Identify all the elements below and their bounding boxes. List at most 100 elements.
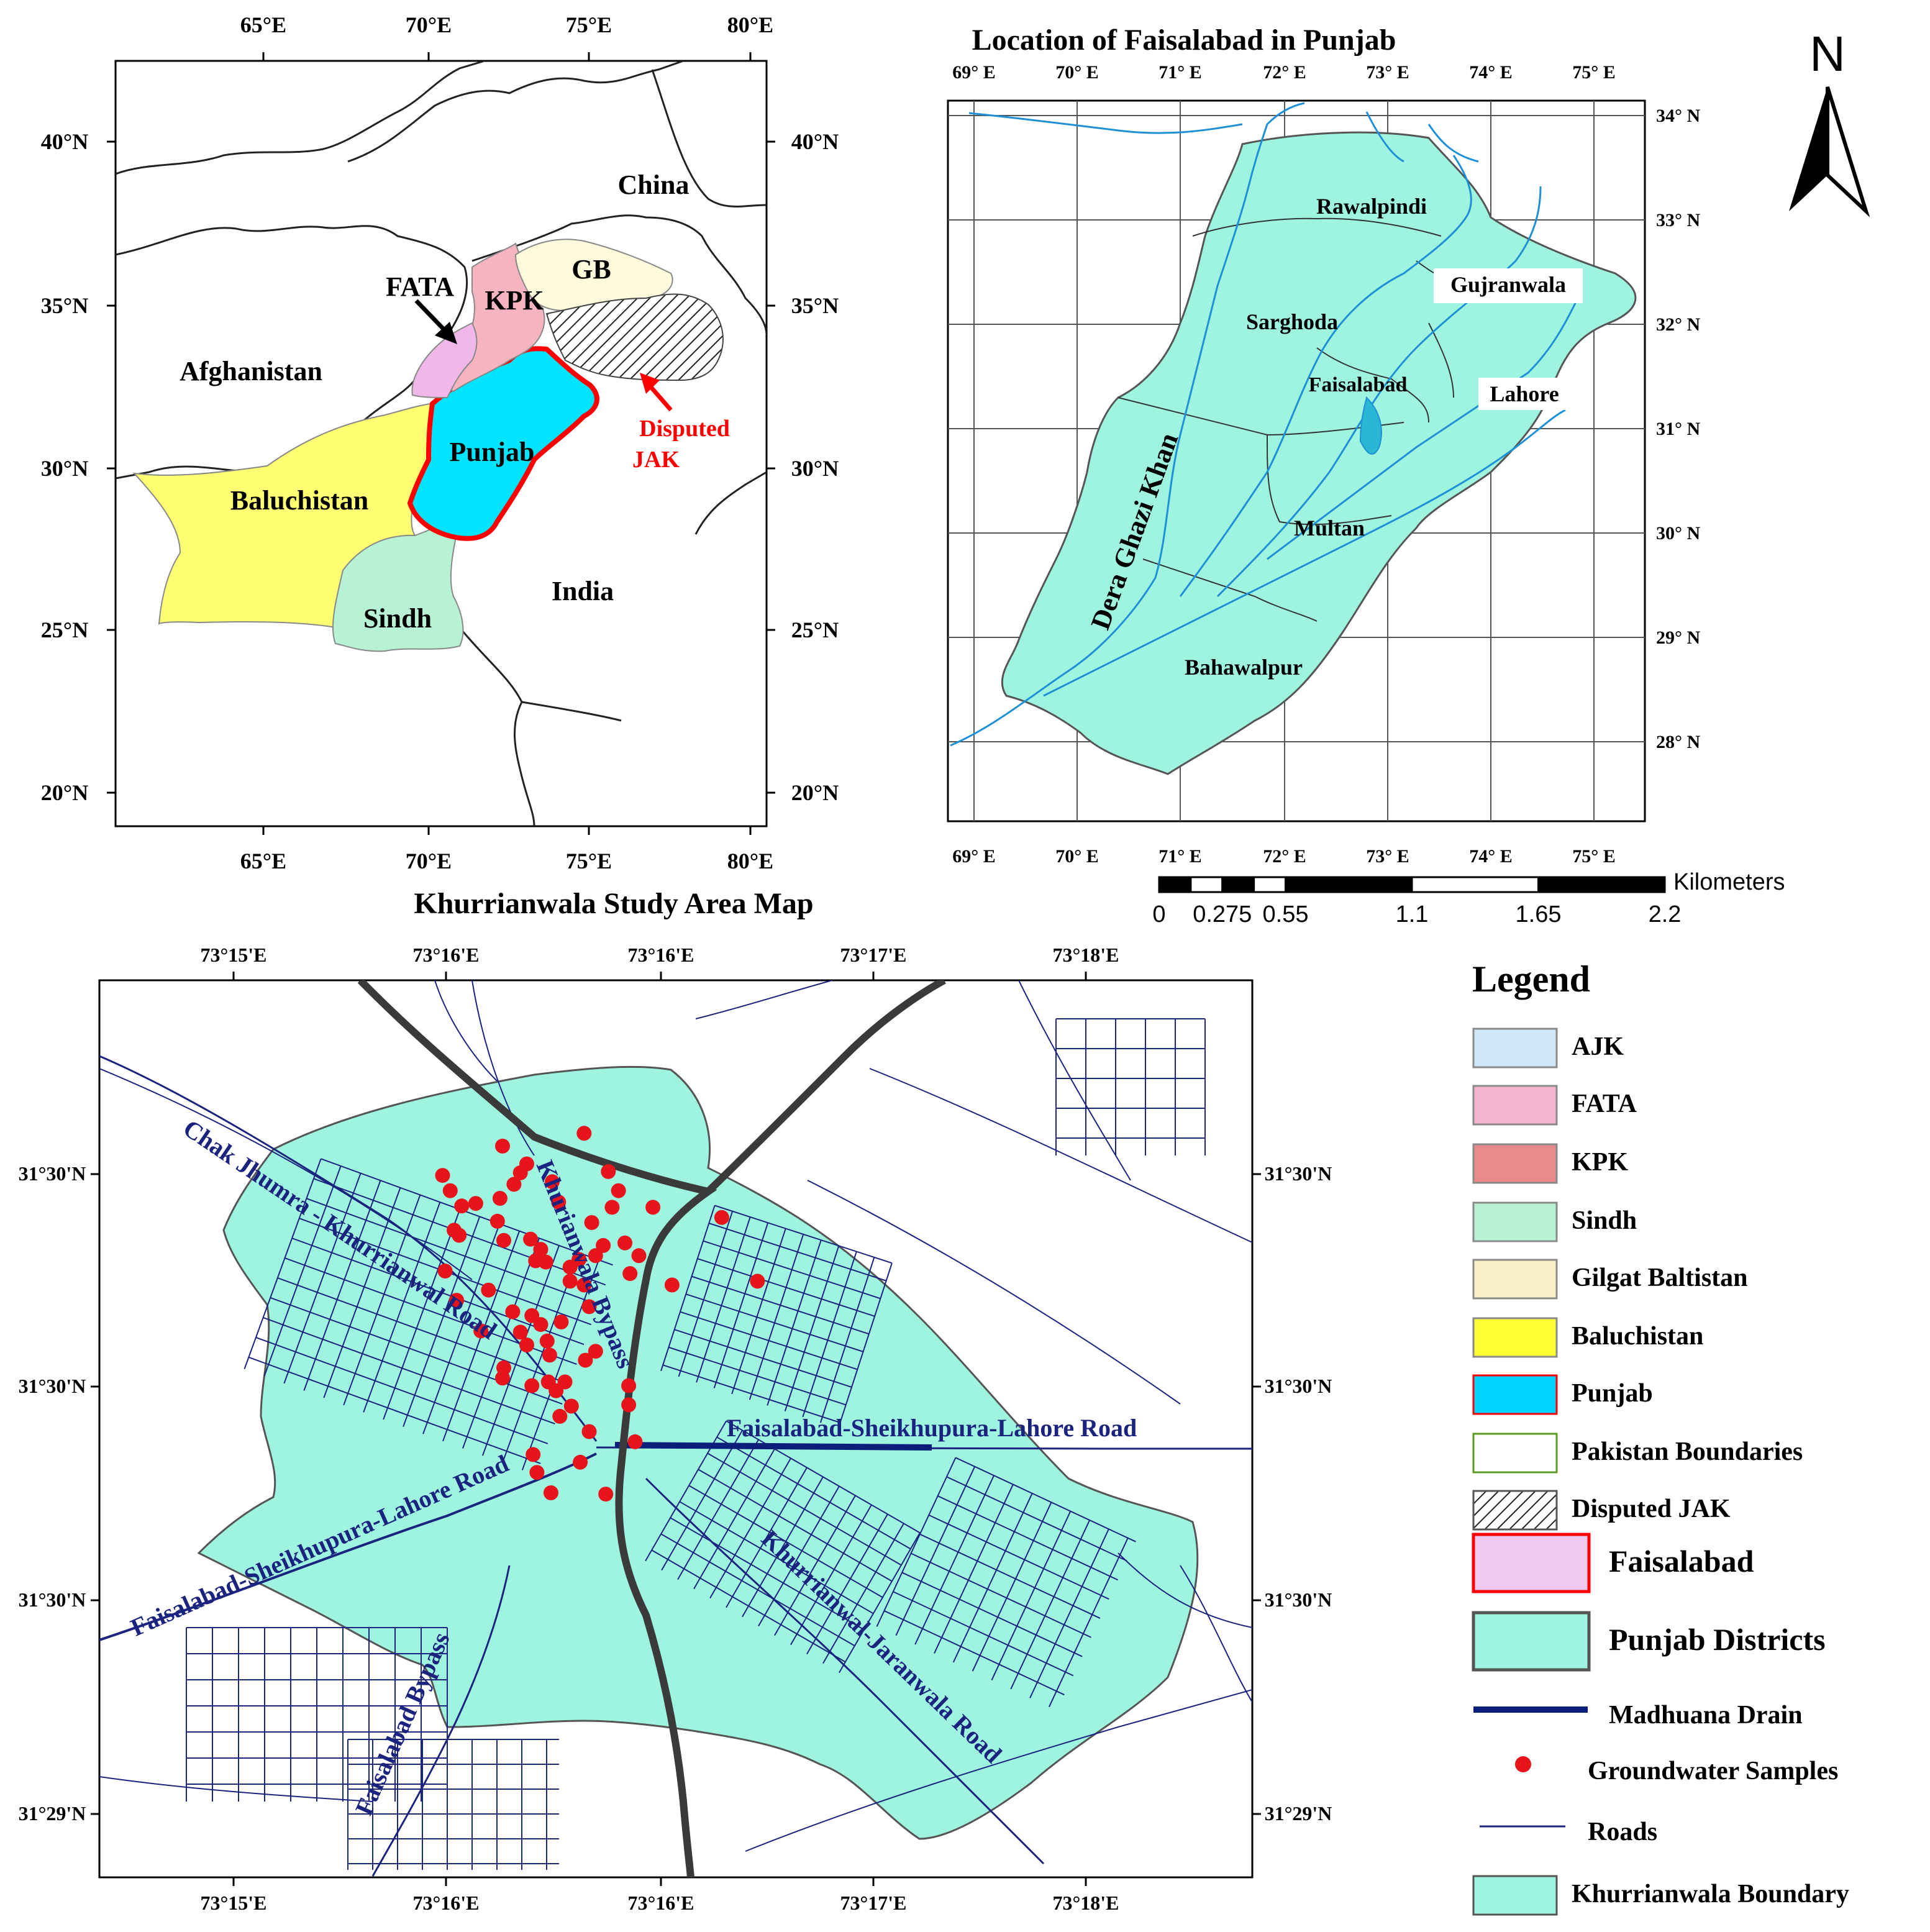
street [901, 1572, 1083, 1657]
road-faisalabad-sheikhupura-lahore-west [99, 1452, 597, 1641]
legend-swatch [1472, 1085, 1558, 1126]
street [263, 1317, 555, 1424]
right-tick-label: 33° N [1656, 210, 1700, 230]
groundwater-sample-point [492, 1191, 508, 1206]
groundwater-sample-point [538, 1254, 553, 1270]
groundwater-sample-point [714, 1210, 729, 1225]
groundwater-sample-point [576, 1277, 592, 1293]
groundwater-sample-point [526, 1447, 541, 1462]
study-area-map-title: Khurrianwala Study Area Map [414, 887, 813, 920]
street [481, 1245, 560, 1456]
river-chenab [1216, 186, 1542, 598]
street [343, 1195, 421, 1406]
groundwater-sample-point [621, 1397, 637, 1413]
scale-bar-unit: Kilometers [1673, 869, 1785, 895]
groundwater-sample-point [533, 1242, 549, 1257]
street [363, 1201, 441, 1413]
road [869, 1068, 1252, 1243]
khurianwala-bypass-north-east [705, 980, 946, 1195]
label-gb: GB [571, 254, 611, 285]
groundwater-sample-point [562, 1274, 578, 1289]
punjab-map: Location of Faisalabad in Punjab 69° E 70… [947, 24, 1700, 867]
scale-bar-label: 0.55 [1263, 901, 1309, 927]
street [784, 1246, 840, 1411]
river-northern [968, 111, 1479, 163]
china-outline [347, 61, 767, 336]
punjab-region [407, 346, 599, 541]
lahore-label-box [1478, 378, 1572, 410]
street [802, 1251, 857, 1418]
road [471, 980, 535, 1156]
scale-bar-label: 2.2 [1649, 901, 1682, 927]
legend-item: Groundwater Samples [1515, 1756, 1838, 1785]
street [919, 1533, 1101, 1619]
legend-swatch [1472, 1374, 1558, 1415]
legend-item: Sindh [1472, 1201, 1637, 1242]
street [270, 1297, 563, 1405]
top-tick-label: 73°18'E [1052, 944, 1119, 966]
north-arrow: N [1789, 26, 1870, 217]
top-tick-label: 75°E [566, 12, 612, 37]
fata-region [411, 322, 478, 399]
legend-swatch [1472, 1259, 1558, 1300]
groundwater-sample-point [617, 1235, 632, 1251]
groundwater-sample-point [489, 1213, 505, 1229]
groundwater-sample-point [495, 1138, 510, 1154]
groundwater-sample-point [545, 1174, 560, 1190]
groundwater-sample-point [631, 1248, 647, 1264]
legend-item-label: Groundwater Samples [1588, 1757, 1838, 1785]
street [709, 1223, 886, 1282]
groundwater-sample-point [611, 1183, 626, 1198]
legend-item: KPK [1472, 1143, 1628, 1184]
groundwater-sample-point [581, 1424, 597, 1439]
groundwater-sample-point [543, 1485, 558, 1500]
legend-item-label: Sindh [1572, 1206, 1637, 1235]
right-tick-label: 31°30'N [1265, 1162, 1332, 1185]
street [422, 1223, 501, 1434]
legend-item-label: Punjab [1572, 1379, 1653, 1408]
fata-arrow-head [435, 322, 457, 344]
street [462, 1237, 540, 1449]
legend-item-label: Khurrianwala Boundary [1572, 1880, 1849, 1908]
left-tick-label: 20°N [41, 780, 88, 805]
street [680, 1311, 858, 1370]
legend-item-label: AJK [1572, 1032, 1624, 1061]
bottom-tick-label: 73°18'E [1052, 1892, 1119, 1914]
street [321, 1158, 613, 1266]
right-tick-label: 30°N [791, 456, 839, 481]
scale-bar: 0 0.275 0.55 1.1 1.65 2.2 Kilometers [1152, 869, 1785, 927]
scale-bar-label: 1.1 [1396, 901, 1429, 927]
groundwater-sample-point [621, 1378, 637, 1393]
legend-item: Disputed JAK [1472, 1490, 1731, 1531]
legend-item-label: Roads [1588, 1818, 1657, 1846]
scale-bar-segment [1537, 876, 1666, 893]
scale-bar-segment [1253, 876, 1286, 893]
street [661, 1429, 743, 1571]
road [745, 1689, 1252, 1852]
legend-swatch [1472, 1028, 1558, 1069]
street [668, 1346, 847, 1406]
street [521, 1259, 599, 1470]
study-area-map: Khurrianwala Study Area Map 73°15'E 73°16… [19, 887, 1332, 1914]
street [677, 1439, 759, 1580]
legend-item-label: KPK [1572, 1148, 1628, 1177]
madhuana-drain [614, 1442, 932, 1451]
study-area-map-ticks: 73°15'E 73°16'E 73°16'E 73°17'E 73°18'E 73°15… [19, 944, 1332, 1914]
label-fata: FATA [386, 271, 454, 302]
street [726, 1420, 921, 1534]
street [837, 1262, 893, 1429]
street [685, 1293, 863, 1352]
street [839, 1532, 921, 1674]
groundwater-sample-point [553, 1315, 569, 1329]
road [807, 1180, 1181, 1405]
legend-swatch [1472, 1143, 1558, 1184]
street [716, 1436, 911, 1550]
street [660, 1205, 716, 1372]
bottom-tick-label: 65°E [240, 849, 286, 873]
groundwater-sample-point [562, 1259, 578, 1275]
groundwater-sample-point [551, 1195, 567, 1210]
district-rawalpindi: Rawalpindi [1316, 194, 1427, 219]
road [99, 1068, 473, 1280]
street [697, 1258, 875, 1317]
bottom-tick-label: 75° E [1572, 846, 1616, 867]
